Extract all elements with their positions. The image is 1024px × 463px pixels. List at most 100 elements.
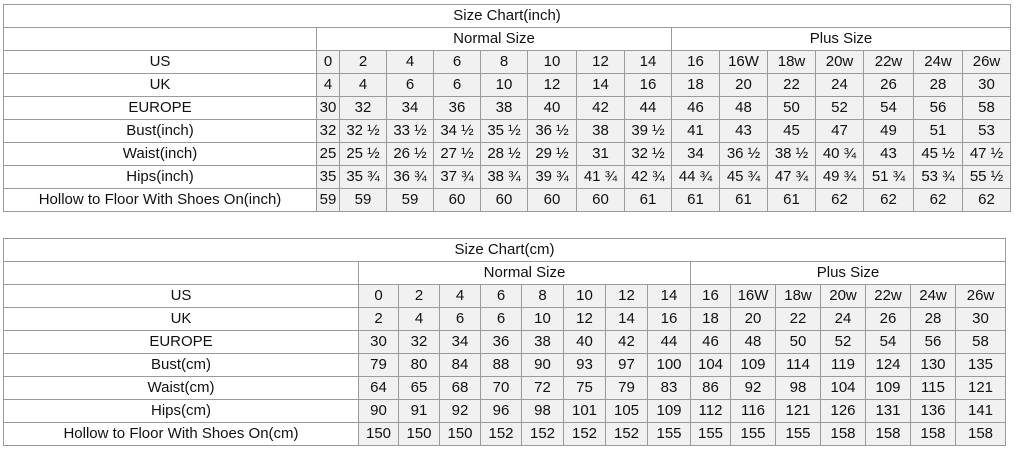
size-cell: 136 <box>910 399 956 423</box>
size-cell: 22 <box>775 307 821 331</box>
size-cell: 6 <box>433 50 481 74</box>
empty-cell <box>3 27 317 51</box>
size-cell: 36 ¾ <box>386 165 434 189</box>
size-cell: 18w <box>767 50 816 74</box>
table-row: Waist(cm) 64 65 68 70 72 75 79 83 86 92 98 104 109 115… <box>3 376 1007 400</box>
size-cell: 14 <box>624 50 672 74</box>
size-cell: 10 <box>480 73 528 97</box>
size-cell: 158 <box>820 422 866 446</box>
size-cell: 90 <box>521 353 564 377</box>
size-cell: 59 <box>316 188 340 212</box>
size-cell: 6 <box>480 284 522 308</box>
row-label: Hips(inch) <box>3 165 317 189</box>
group-row: Normal Size Plus Size <box>3 27 1012 51</box>
size-cell: 36 <box>480 330 522 354</box>
size-cell: 44 <box>624 96 672 120</box>
size-cell: 6 <box>433 73 481 97</box>
size-cell: 24 <box>820 307 866 331</box>
size-cell: 109 <box>647 399 691 423</box>
size-cell: 24w <box>910 284 956 308</box>
size-cell: 62 <box>961 188 1012 212</box>
size-cell: 34 <box>439 330 481 354</box>
table-row: EUROPE 30 32 34 36 38 40 42 44 46 48 50 52 54 56 58 <box>3 96 1012 120</box>
size-cell: 24 <box>815 73 864 97</box>
size-cell: 20w <box>815 50 864 74</box>
row-label: UK <box>3 73 317 97</box>
table-row: Bust(cm) 79 80 84 88 90 93 97 100 104 109 114 119 124… <box>3 353 1007 377</box>
size-cell: 20w <box>820 284 866 308</box>
size-cell: 18 <box>690 307 731 331</box>
table-row: Hips(cm) 90 91 92 96 98 101 105 109 112 116 121 126 1… <box>3 399 1007 423</box>
size-cell: 51 ¾ <box>863 165 914 189</box>
size-cell: 44 ¾ <box>671 165 720 189</box>
size-cell: 40 ¾ <box>815 142 864 166</box>
row-label: EUROPE <box>3 330 359 354</box>
size-cell: 35 <box>316 165 340 189</box>
title-row: Size Chart(inch) <box>2 4 1012 28</box>
size-cell: 4 <box>339 73 387 97</box>
size-cell: 80 <box>398 353 440 377</box>
size-cell: 97 <box>605 353 648 377</box>
size-cell: 72 <box>521 376 564 400</box>
size-cell: 34 ½ <box>433 119 481 143</box>
size-cell: 152 <box>563 422 606 446</box>
size-cell: 27 ½ <box>433 142 481 166</box>
size-cell: 131 <box>865 399 911 423</box>
size-cell: 42 ¾ <box>624 165 672 189</box>
size-cell: 114 <box>775 353 821 377</box>
size-cell: 32 ½ <box>624 142 672 166</box>
row-label: US <box>3 284 359 308</box>
row-label: EUROPE <box>3 96 317 120</box>
size-cell: 41 <box>671 119 720 143</box>
size-cell: 32 ½ <box>339 119 387 143</box>
size-cell: 56 <box>910 330 956 354</box>
size-cell: 61 <box>671 188 720 212</box>
size-cell: 42 <box>576 96 625 120</box>
group-row: Normal Size Plus Size <box>3 261 1007 285</box>
table-title: Size Chart(cm) <box>2 238 1007 262</box>
size-cell: 93 <box>563 353 606 377</box>
size-cell: 65 <box>398 376 440 400</box>
table-row: Hollow to Floor With Shoes On(cm) 150 150 1… <box>3 422 1007 446</box>
size-cell: 20 <box>719 73 768 97</box>
size-cell: 4 <box>398 307 440 331</box>
size-cell: 58 <box>961 96 1012 120</box>
size-cell: 104 <box>690 353 731 377</box>
size-cell: 45 ¾ <box>719 165 768 189</box>
size-cell: 10 <box>563 284 606 308</box>
size-cell: 61 <box>624 188 672 212</box>
size-cell: 12 <box>605 284 648 308</box>
size-cell: 4 <box>316 73 340 97</box>
size-cell: 92 <box>730 376 776 400</box>
size-cell: 55 ½ <box>961 165 1012 189</box>
size-cell: 10 <box>521 307 564 331</box>
row-label: Hips(cm) <box>3 399 359 423</box>
size-cell: 38 ¾ <box>480 165 528 189</box>
size-cell: 45 ½ <box>913 142 963 166</box>
size-cell: 116 <box>730 399 776 423</box>
size-cell: 20 <box>730 307 776 331</box>
size-cell: 36 ½ <box>719 142 768 166</box>
size-cell: 60 <box>576 188 625 212</box>
size-cell: 150 <box>439 422 481 446</box>
size-cell: 109 <box>865 376 911 400</box>
size-cell: 79 <box>605 376 648 400</box>
size-cell: 34 <box>386 96 434 120</box>
size-cell: 58 <box>954 330 1007 354</box>
size-cell: 28 ½ <box>480 142 528 166</box>
group-normal-size: Normal Size <box>358 261 691 285</box>
table-row: US 0 2 4 6 8 10 12 14 16 16W 18w 20w 22w 24w 26w <box>3 284 1007 308</box>
size-cell: 155 <box>775 422 821 446</box>
size-cell: 32 <box>339 96 387 120</box>
size-cell: 121 <box>954 376 1007 400</box>
size-cell: 54 <box>863 96 914 120</box>
size-cell: 61 <box>767 188 816 212</box>
size-cell: 68 <box>439 376 481 400</box>
size-cell: 50 <box>767 96 816 120</box>
size-cell: 51 <box>913 119 963 143</box>
size-cell: 46 <box>690 330 731 354</box>
size-cell: 150 <box>358 422 399 446</box>
size-cell: 79 <box>358 353 399 377</box>
size-cell: 105 <box>605 399 648 423</box>
